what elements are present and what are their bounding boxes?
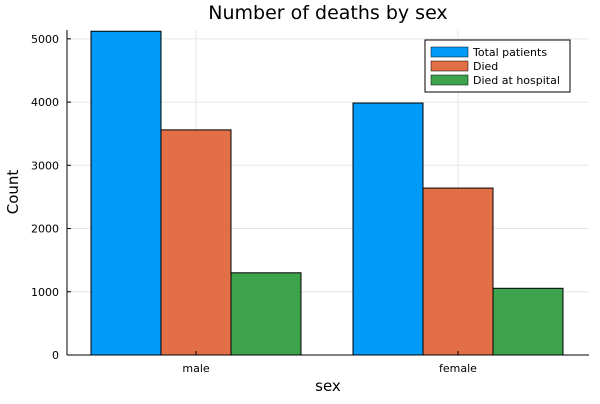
- x-axis-label: sex: [315, 377, 341, 395]
- bar-died-at-hospital-female: [492, 287, 564, 356]
- bar-died-at-hospital-male: [230, 272, 302, 356]
- legend-label: Total patients: [472, 46, 547, 59]
- y-ticks: 0 1000 2000 3000 4000 5000: [31, 33, 71, 362]
- legend-label: Died: [473, 60, 498, 73]
- bar-total-patients-female: [352, 102, 424, 356]
- x-ticks: male female: [182, 351, 477, 375]
- x-tick-label: male: [182, 362, 210, 375]
- y-tick-label: 1000: [31, 286, 59, 299]
- y-tick-label: 2000: [31, 223, 59, 236]
- bars-layer: [90, 30, 564, 356]
- axes-layer: [66, 30, 589, 356]
- y-tick-label: 3000: [31, 159, 59, 172]
- y-tick-label: 5000: [31, 33, 59, 46]
- legend-label: Died at hospital: [473, 74, 560, 87]
- bar-total-patients-male: [90, 30, 162, 356]
- legend-swatch: [430, 74, 469, 86]
- legend-swatch: [430, 60, 469, 72]
- legend-swatch: [430, 46, 469, 58]
- bar-died-female: [422, 187, 494, 356]
- bar-died-male: [160, 129, 232, 356]
- y-axis-label: Count: [4, 170, 22, 215]
- x-tick-label: female: [439, 362, 477, 375]
- y-tick-label: 0: [52, 349, 59, 362]
- chart-title: Number of deaths by sex: [208, 2, 447, 24]
- y-tick-label: 4000: [31, 96, 59, 109]
